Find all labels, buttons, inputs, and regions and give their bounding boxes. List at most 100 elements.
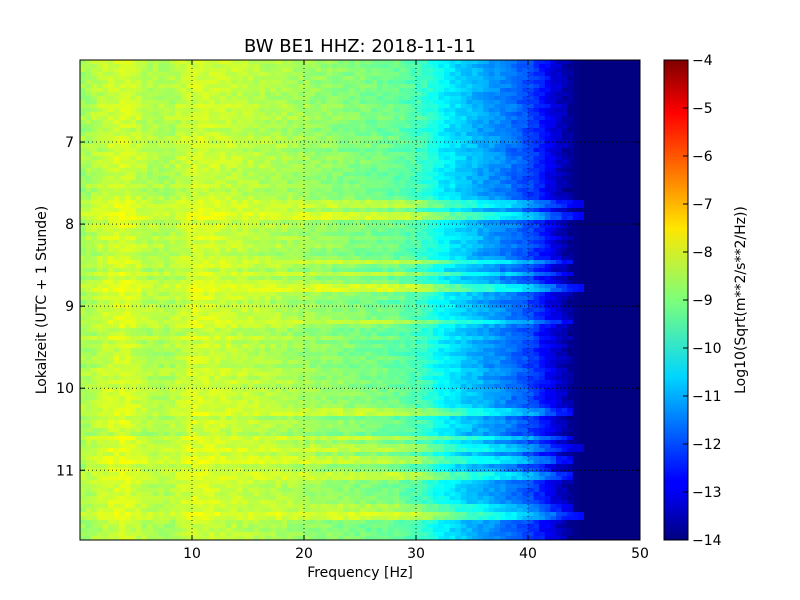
heatmap-cell (505, 196, 512, 201)
heatmap-cell (85, 68, 92, 73)
heatmap-cell (119, 192, 126, 197)
heatmap-cell (203, 168, 210, 173)
heatmap-cell (488, 96, 495, 101)
heatmap-cell (623, 244, 630, 249)
heatmap-cell (388, 72, 395, 77)
heatmap-cell (544, 208, 551, 213)
heatmap-cell (147, 192, 154, 197)
heatmap-cell (208, 204, 215, 209)
heatmap-cell (124, 208, 131, 213)
heatmap-cell (253, 168, 260, 173)
heatmap-cell (617, 88, 624, 93)
heatmap-cell (124, 200, 131, 205)
heatmap-cell (483, 196, 490, 201)
heatmap-cell (449, 236, 456, 241)
heatmap-cell (320, 180, 327, 185)
heatmap-cell (617, 212, 624, 217)
heatmap-cell (220, 80, 227, 85)
heatmap-cell (376, 204, 383, 209)
heatmap-cell (589, 196, 596, 201)
heatmap-cell (522, 224, 529, 229)
heatmap-cell (472, 212, 479, 217)
heatmap-cell (281, 88, 288, 93)
heatmap-cell (416, 80, 423, 85)
heatmap-cell (511, 256, 518, 261)
heatmap-cell (119, 132, 126, 137)
heatmap-cell (253, 124, 260, 129)
heatmap-cell (376, 152, 383, 157)
heatmap-cell (371, 164, 378, 169)
heatmap-cell (399, 96, 406, 101)
heatmap-cell (572, 80, 579, 85)
heatmap-cell (550, 68, 557, 73)
heatmap-cell (488, 192, 495, 197)
heatmap-cell (208, 236, 215, 241)
heatmap-cell (438, 196, 445, 201)
heatmap-cell (449, 80, 456, 85)
heatmap-cell (236, 160, 243, 165)
heatmap-cell (124, 188, 131, 193)
heatmap-cell (253, 176, 260, 181)
heatmap-cell (276, 232, 283, 237)
heatmap-cell (264, 88, 271, 93)
heatmap-cell (96, 92, 103, 97)
heatmap-cell (169, 212, 176, 217)
heatmap-cell (242, 112, 249, 117)
heatmap-cell (309, 168, 316, 173)
heatmap-cell (315, 152, 322, 157)
heatmap-cell (556, 152, 563, 157)
heatmap-cell (522, 256, 529, 261)
heatmap-cell (628, 96, 635, 101)
heatmap-cell (130, 96, 137, 101)
heatmap-cell (85, 156, 92, 161)
heatmap-cell (606, 160, 613, 165)
heatmap-cell (231, 92, 238, 97)
heatmap-cell (298, 112, 305, 117)
heatmap-cell (141, 192, 148, 197)
heatmap-cell (539, 256, 546, 261)
heatmap-cell (158, 196, 165, 201)
heatmap-cell (152, 220, 159, 225)
heatmap-cell (113, 184, 120, 189)
heatmap-cell (606, 156, 613, 161)
heatmap-cell (253, 248, 260, 253)
heatmap-cell (242, 188, 249, 193)
heatmap-cell (152, 164, 159, 169)
heatmap-cell (365, 104, 372, 109)
heatmap-cell (236, 92, 243, 97)
heatmap-cell (393, 112, 400, 117)
heatmap-cell (404, 144, 411, 149)
heatmap-cell (388, 252, 395, 257)
heatmap-cell (399, 152, 406, 157)
heatmap-cell (416, 168, 423, 173)
heatmap-cell (421, 176, 428, 181)
heatmap-cell (141, 176, 148, 181)
heatmap-cell (91, 156, 98, 161)
heatmap-cell (612, 148, 619, 153)
heatmap-cell (124, 136, 131, 141)
heatmap-cell (617, 236, 624, 241)
heatmap-cell (578, 200, 585, 205)
heatmap-cell (623, 160, 630, 165)
heatmap-cell (628, 100, 635, 105)
heatmap-cell (550, 76, 557, 81)
heatmap-cell (315, 140, 322, 145)
heatmap-cell (589, 228, 596, 233)
heatmap-cell (248, 144, 255, 149)
heatmap-cell (80, 120, 87, 125)
heatmap-cell (634, 108, 640, 113)
heatmap-cell (438, 108, 445, 113)
heatmap-cell (427, 136, 434, 141)
heatmap-cell (466, 144, 473, 149)
heatmap-cell (214, 84, 221, 89)
heatmap-cell (539, 180, 546, 185)
heatmap-cell (617, 228, 624, 233)
heatmap-cell (119, 112, 126, 117)
heatmap-cell (511, 212, 518, 217)
heatmap-cell (152, 256, 159, 261)
heatmap-cell (556, 164, 563, 169)
heatmap-cell (578, 256, 585, 261)
heatmap-cell (214, 192, 221, 197)
heatmap-cell (561, 92, 568, 97)
heatmap-cell (236, 204, 243, 209)
